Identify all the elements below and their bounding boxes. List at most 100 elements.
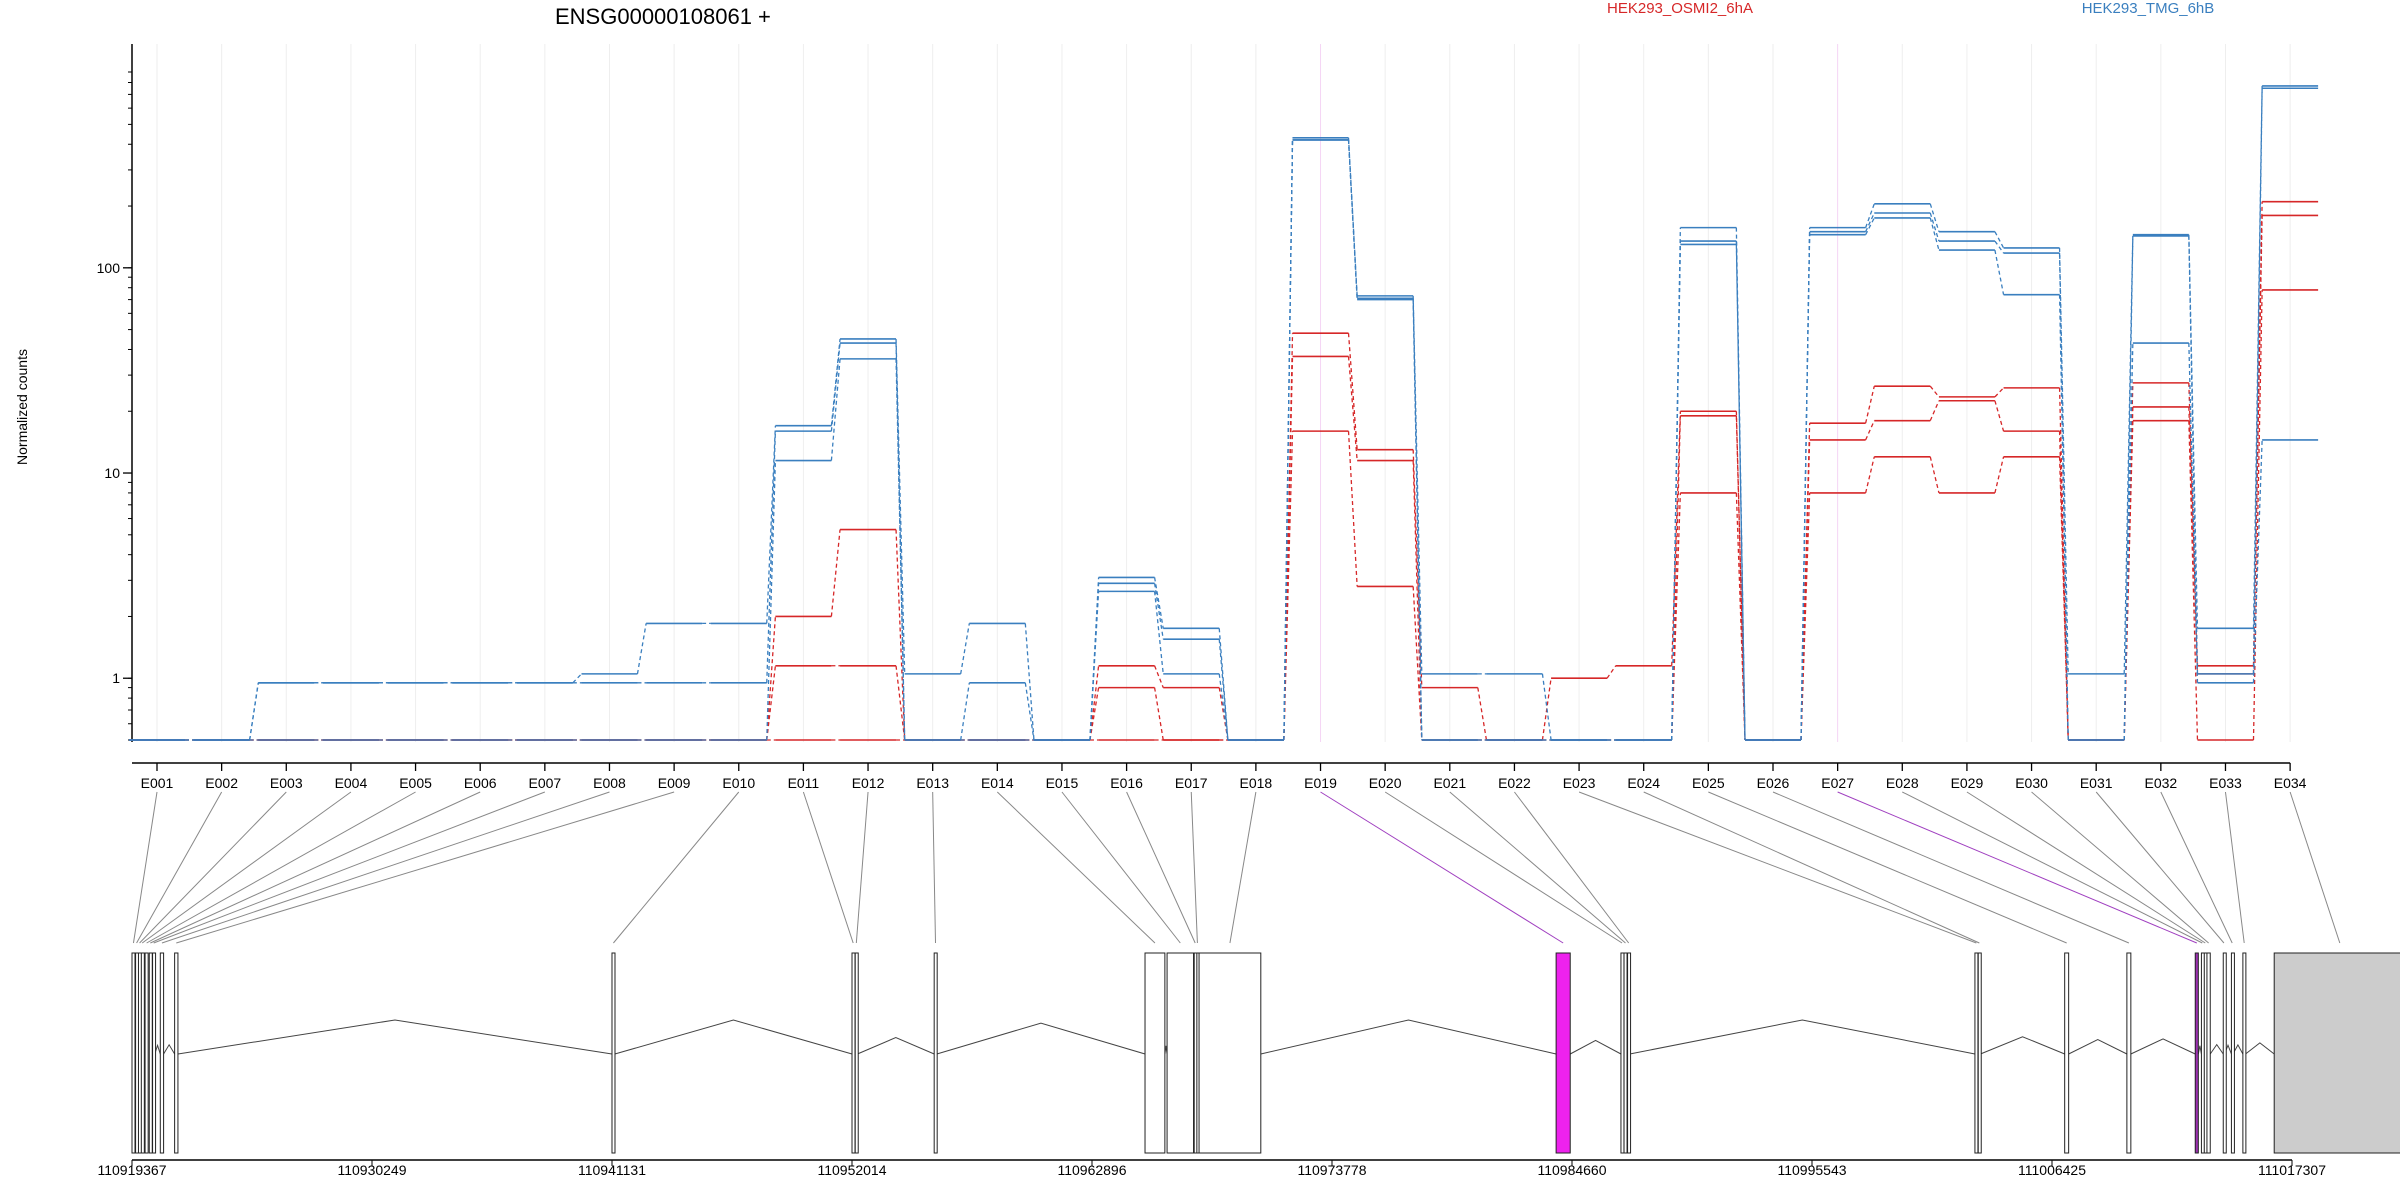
series-transition [1671,411,1682,666]
series-transition [2058,387,2069,741]
connector-E005 [146,791,416,944]
genomic-tick-label: 110995543 [1777,1162,1846,1178]
series-transition [1153,577,1164,629]
series-transition [2123,234,2134,674]
series-transition [1994,387,2005,398]
exon-label-E006: E006 [464,775,497,791]
series-transition [1929,217,1940,251]
series-transition [1994,231,2005,249]
series-transition [1347,431,1358,587]
connector-E016 [1126,791,1196,944]
genomic-tick-label: 110984660 [1537,1162,1606,1178]
series-transition [1800,234,1811,741]
exon-box-E023 [1974,952,1979,1154]
series-transition [1735,244,1746,741]
series-transition [1347,139,1358,300]
exon-box-E008 [159,952,165,1154]
intron-line [1629,1019,1976,1055]
series-transition [1089,665,1100,741]
intron-line [177,1019,613,1055]
series-1 [129,200,2319,741]
intron-line [2245,1042,2275,1055]
exon-label-E026: E026 [1757,775,1790,791]
exon-label-E001: E001 [141,775,174,791]
exon-label-E002: E002 [205,775,238,791]
connector-E020 [1384,791,1623,944]
series-transition [1735,492,1746,741]
intron-line [2209,1043,2224,1055]
connector-E034 [2289,791,2341,944]
series-transition [2252,289,2263,741]
series-transition [2058,294,2069,741]
series-transition [766,616,777,741]
exon-box-E007 [152,952,157,1154]
series-transition [1606,665,1617,679]
series-transition [895,665,906,741]
series-transition [1929,203,1940,232]
series-transition [1735,415,1746,741]
exon-box-E011 [851,952,856,1154]
exon-box-E026 [2126,952,2132,1154]
exon-box-E001 [131,952,136,1154]
series-transition [1735,241,1746,741]
connector-E018 [1229,791,1257,944]
exon-label-E004: E004 [335,775,368,791]
exon-box-E034 [2273,952,2400,1154]
series-transition [1024,623,1035,741]
series-transition [1929,212,1940,242]
series-transition [2188,382,2199,666]
connector-E025 [1708,791,2067,944]
series-transition [830,358,841,461]
exon-label-E017: E017 [1175,775,1208,791]
exon-label-E005: E005 [399,775,432,791]
exon-box-E033 [2242,952,2247,1154]
series-transition [1994,456,2005,494]
exon-label-E013: E013 [916,775,949,791]
y-axis-label: Normalized counts [14,349,30,465]
connector-E008 [161,791,610,944]
series-transition [1671,415,1682,741]
exon-axis: E001 E002 E003 E004 E005 E006 E007 E008 E009 E010… [132,762,2307,791]
exon-box-E025 [2064,952,2070,1154]
y-tick-label: 1 [112,670,120,686]
genomic-tick-label: 110962896 [1057,1162,1126,1178]
exon-box-E027 [2194,952,2199,1154]
connector-E015 [1061,791,1181,944]
series-transition [1477,687,1488,741]
connector-E017 [1190,791,1198,944]
series-transition [1865,420,1875,441]
exon-label-E016: E016 [1110,775,1143,791]
series-transition [1412,586,1423,741]
series-transition [1929,385,1940,398]
series-4 [129,85,2319,741]
exon-label-E029: E029 [1951,775,1984,791]
connector-E029 [1966,791,2206,944]
connector-E032 [2160,791,2233,944]
genomic-coordinate-axis: 110919367 110930249 110941131 110952014 1109… [97,1159,2326,1178]
exon-label-E018: E018 [1240,775,1273,791]
connector-E002 [136,791,223,944]
intron-line [1569,1039,1622,1055]
legend-entry: HEK293_TMG_6hB [2082,0,2215,17]
exon-label-E020: E020 [1369,775,1402,791]
series-transition [1218,628,1229,741]
exon-box-E018 [1198,952,1262,1154]
exon-label-E003: E003 [270,775,303,791]
exon-label-E022: E022 [1498,775,1531,791]
exon-box-E015 [1166,952,1195,1154]
series-transition [572,673,582,684]
genomic-tick-label: 110919367 [97,1162,166,1178]
exon-box-E030 [2206,952,2211,1154]
connector-E031 [2095,791,2225,944]
intron-line [614,1019,853,1055]
series-transition [2188,343,2199,683]
exon-label-E011: E011 [788,775,820,791]
connector-E023 [1578,791,1977,944]
connector-E011 [802,791,854,944]
series-transition [2058,456,2069,741]
gene-model [131,952,2400,1154]
exon-label-E019: E019 [1304,775,1337,791]
exon-box-E032 [2230,952,2235,1154]
connector-E012 [855,791,869,944]
